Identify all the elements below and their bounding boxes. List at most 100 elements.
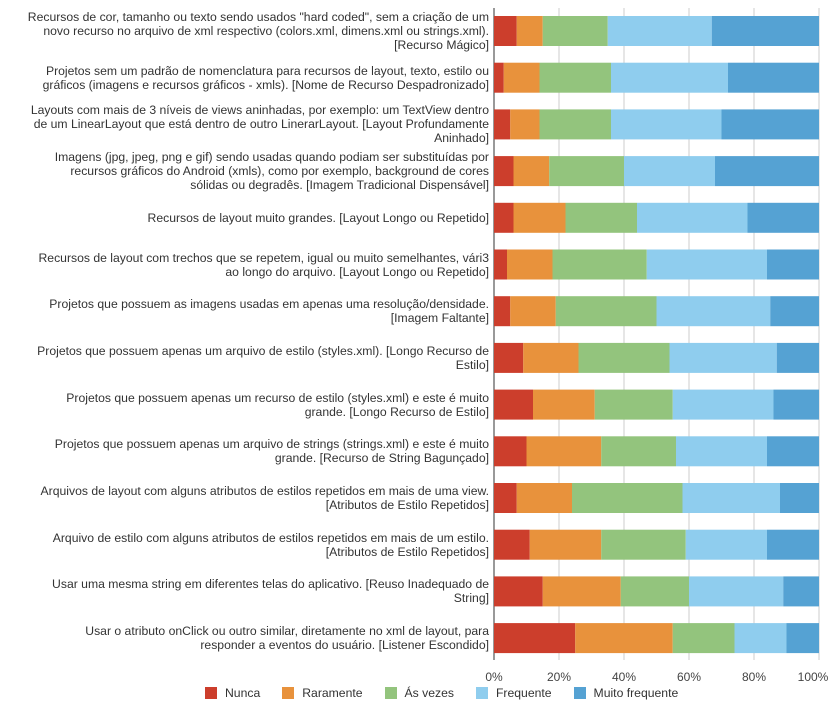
- bar-segment: [552, 249, 647, 280]
- category-label: Arquivo de estilo com alguns atributos d…: [10, 523, 489, 567]
- legend-swatch: [475, 687, 488, 699]
- category-label-line: Projetos que possuem apenas um recurso d…: [66, 390, 489, 405]
- legend-item: Nunca: [205, 686, 260, 700]
- x-tick-label: 100%: [797, 670, 829, 684]
- bar-segment: [620, 576, 689, 607]
- bar-segment: [575, 623, 673, 654]
- category-label-line: Recursos de cor, tamanho ou texto sendo …: [27, 10, 489, 24]
- bar-segment: [494, 483, 517, 513]
- bar-segment: [611, 109, 722, 140]
- bar-segment: [572, 483, 683, 513]
- category-label-line: [Recurso Mágico]: [394, 38, 489, 52]
- legend-item: Frequente: [475, 686, 552, 700]
- category-label-line: ao longo do arquivo. [Layout Longo ou Re…: [225, 264, 489, 279]
- category-label-line: Usar o atributo onClick ou outro similar…: [85, 624, 489, 639]
- legend-swatch: [384, 687, 397, 699]
- category-label: Projetos que possuem apenas um arquivo d…: [10, 429, 489, 473]
- category-label-line: responder a eventos do usuário. [Listene…: [200, 638, 489, 653]
- legend-label: Muito frequente: [593, 686, 679, 700]
- category-label-line: Estilo]: [455, 357, 489, 372]
- bar-segment: [533, 389, 595, 420]
- bar-segment: [549, 156, 624, 187]
- category-label: Usar o atributo onClick ou outro similar…: [10, 616, 489, 660]
- bar-segment: [542, 576, 621, 607]
- bar-segment: [516, 16, 543, 46]
- category-label-line: gráficos (imagens e recursos gráficos - …: [42, 77, 489, 92]
- category-label-line: Projetos sem um padrão de nomenclatura p…: [45, 63, 489, 78]
- category-label: Projetos que possuem as imagens usadas e…: [10, 289, 489, 333]
- legend-label: Ás vezes: [404, 686, 454, 700]
- bar-segment: [529, 529, 602, 560]
- bar-segment: [780, 483, 819, 513]
- category-label-line: [Atributos de Estilo Repetidos]: [325, 544, 489, 559]
- bar-segment: [776, 342, 819, 373]
- bar-segment: [747, 202, 819, 233]
- bar-segment: [494, 109, 511, 140]
- category-label-line: sólidas ou degradês. [Imagem Tradicional…: [190, 178, 489, 193]
- bar-segment: [656, 296, 771, 327]
- bar-segment: [578, 342, 670, 373]
- bar-segment: [510, 109, 540, 140]
- category-label-line: grande. [Longo Recurso de Estilo]: [304, 404, 489, 419]
- bar-segment: [676, 436, 767, 467]
- bar-segment: [783, 576, 819, 607]
- bar-segment: [728, 62, 819, 93]
- category-label-line: recursos gráficos do Android (xmls), com…: [70, 164, 489, 179]
- bar-segment: [494, 296, 511, 327]
- category-label-line: [Atributos de Estilo Repetidos]: [325, 498, 489, 512]
- category-label-line: Recursos de layout muito grandes. [Layou…: [147, 210, 489, 225]
- legend-swatch: [573, 687, 586, 699]
- category-label-line: Layouts com mais de 3 níveis de views an…: [30, 103, 489, 118]
- category-label-line: Projetos que possuem apenas um arquivo d…: [54, 437, 489, 452]
- bar-segment: [767, 249, 819, 280]
- bar-segment: [494, 389, 533, 420]
- category-label-line: String]: [453, 591, 489, 606]
- bar-segment: [494, 16, 517, 46]
- bar-segment: [734, 623, 787, 654]
- bar-segment: [503, 62, 540, 93]
- category-label: Recursos de cor, tamanho ou texto sendo …: [10, 9, 489, 53]
- bar-segment: [494, 249, 507, 280]
- category-label-line: Imagens (jpg, jpeg, png e gif) sendo usa…: [54, 150, 489, 165]
- bar-segment: [507, 249, 553, 280]
- bar-segment: [682, 483, 780, 513]
- bar-segment: [494, 62, 504, 93]
- bar-segment: [646, 249, 767, 280]
- bar-segment: [624, 156, 715, 187]
- bar-segment: [526, 436, 602, 467]
- bar-segment: [637, 202, 748, 233]
- bar-segment: [601, 436, 676, 467]
- legend-swatch: [282, 687, 295, 699]
- legend-label: Raramente: [302, 686, 363, 700]
- legend-item: Muito frequente: [573, 686, 679, 700]
- bars: [494, 16, 819, 654]
- category-label-line: novo recurso no arquivo de xml respectiv…: [43, 24, 489, 38]
- category-label-line: Arquivos de layout com alguns atributos …: [40, 484, 489, 498]
- x-tick-label: 20%: [546, 670, 572, 684]
- x-tick-label: 0%: [485, 670, 503, 684]
- bar-segment: [523, 342, 579, 373]
- bar-segment: [494, 342, 524, 373]
- category-label-line: Usar uma mesma string em diferentes tela…: [52, 577, 489, 592]
- legend-item: Raramente: [282, 686, 363, 700]
- bar-segment: [494, 202, 514, 233]
- category-label: Usar uma mesma string em diferentes tela…: [10, 569, 489, 613]
- legend-swatch: [205, 687, 217, 699]
- category-label: Recursos de layout com trechos que se re…: [10, 243, 490, 287]
- bar-segment: [672, 389, 774, 420]
- bar-segment: [555, 296, 657, 327]
- category-label: Imagens (jpg, jpeg, png e gif) sendo usa…: [10, 149, 489, 193]
- bar-segment: [494, 576, 543, 607]
- bar-segment: [494, 156, 514, 187]
- bar-segment: [689, 576, 784, 607]
- bar-segment: [516, 483, 572, 513]
- bar-segment: [770, 296, 819, 327]
- bar-segment: [565, 202, 637, 233]
- bar-segment: [767, 436, 819, 467]
- category-label-line: Projetos que possuem apenas um arquivo d…: [37, 343, 489, 358]
- bar-segment: [513, 156, 550, 187]
- category-label-line: [Imagem Faltante]: [390, 311, 489, 326]
- bar-segment: [494, 623, 576, 654]
- legend-label: Nunca: [225, 686, 261, 700]
- legend-label: Frequente: [495, 686, 552, 700]
